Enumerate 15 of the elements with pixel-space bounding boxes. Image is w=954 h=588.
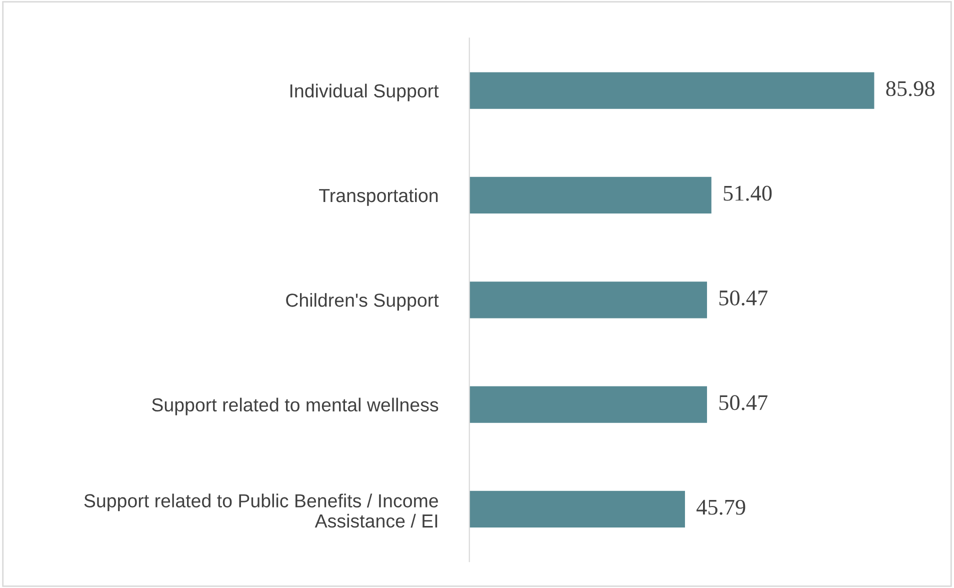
y-tick-label: Support related to mental wellness [152,398,438,416]
y-tick-label: Support related to Public Benefits / Income Assistance / EI [84,494,438,528]
data-label: 51.40 [724,186,772,201]
data-label: 45.79 [696,500,746,515]
data-label: 85.98 [886,81,934,96]
y-tick-label: Children's Support [286,293,439,311]
bar [469,386,708,423]
bar [469,176,712,214]
bar [469,282,708,318]
y-tick-label: Individual Support [290,84,439,102]
y-tick-label: Transportation [319,188,438,206]
bar [469,72,874,109]
data-label: 50.47 [719,395,768,410]
bar [469,490,685,528]
data-label: 50.47 [719,290,768,306]
